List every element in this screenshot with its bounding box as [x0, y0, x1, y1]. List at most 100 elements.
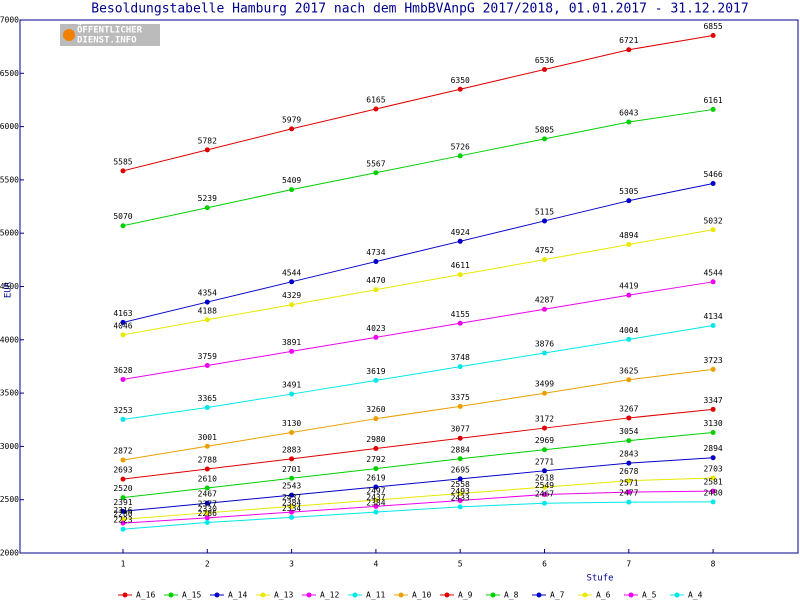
y-tick-label: 6000	[0, 122, 19, 131]
value-label: 2610	[198, 474, 217, 483]
point	[204, 485, 210, 491]
value-label: 2872	[113, 447, 132, 456]
value-label: 2437	[366, 493, 385, 502]
point	[542, 350, 547, 356]
x-tick-label: 5	[458, 560, 463, 569]
value-label: 2384	[366, 499, 385, 508]
value-label: 5239	[198, 194, 217, 203]
value-label: 2316	[113, 506, 132, 515]
plot-area	[19, 19, 799, 554]
value-label: 4329	[282, 291, 301, 300]
legend-label: A_7	[550, 591, 565, 600]
value-label: 6536	[535, 56, 554, 65]
point	[120, 168, 126, 174]
point	[626, 119, 632, 125]
x-tick-label: 2	[205, 560, 210, 569]
legend-marker	[306, 592, 312, 598]
point	[204, 520, 210, 526]
point	[120, 457, 126, 463]
point	[457, 497, 463, 503]
point	[289, 492, 295, 498]
logo-icon	[63, 29, 75, 41]
value-label: 4163	[113, 309, 132, 318]
value-label: 2771	[535, 457, 554, 466]
value-label: 2883	[282, 445, 301, 454]
point	[373, 287, 379, 293]
value-label: 3054	[619, 427, 638, 436]
point	[626, 198, 632, 204]
value-label: 5567	[366, 159, 385, 168]
point	[120, 526, 126, 532]
value-label: 5466	[703, 170, 722, 179]
value-label: 4023	[366, 324, 385, 333]
point	[373, 466, 379, 472]
point	[626, 478, 632, 484]
value-label: 6161	[703, 96, 722, 105]
y-tick-label: 6500	[0, 69, 19, 78]
point	[626, 489, 632, 495]
point	[204, 515, 210, 521]
point	[373, 446, 379, 452]
point	[457, 364, 463, 370]
value-label: 2788	[198, 455, 217, 464]
value-label: 2477	[619, 489, 638, 498]
value-label: 5585	[113, 157, 132, 166]
point	[204, 362, 210, 368]
point	[542, 468, 547, 474]
point	[457, 476, 463, 482]
value-label: 4924	[451, 228, 470, 237]
series-line	[122, 408, 714, 480]
point	[457, 153, 463, 159]
point	[710, 279, 716, 285]
series-line	[122, 281, 714, 380]
legend-marker	[260, 592, 266, 598]
value-label: 2549	[535, 481, 554, 490]
point	[710, 430, 716, 436]
point	[204, 205, 210, 211]
point	[457, 238, 463, 244]
point	[204, 510, 210, 516]
legend-marker	[674, 592, 680, 598]
point	[542, 491, 547, 497]
point	[626, 377, 632, 383]
point	[457, 86, 463, 92]
value-label: 2497	[366, 487, 385, 496]
point	[373, 334, 379, 340]
point	[289, 187, 295, 193]
point	[710, 499, 716, 505]
point	[120, 520, 126, 526]
legend-marker	[352, 592, 358, 598]
legend-label: A_13	[274, 591, 293, 600]
y-tick-label: 3000	[0, 442, 19, 451]
value-label: 3759	[198, 352, 217, 361]
legend-marker	[122, 592, 128, 598]
value-label: 5070	[113, 212, 132, 221]
value-label: 2884	[451, 445, 470, 454]
point	[710, 181, 716, 187]
legend-label: A_8	[504, 591, 519, 600]
value-label: 2558	[451, 480, 470, 489]
value-label: 3365	[198, 394, 217, 403]
value-label: 2437	[282, 493, 301, 502]
logo-box	[60, 24, 160, 46]
y-tick-label: 5500	[0, 175, 19, 184]
series-line	[122, 368, 714, 461]
point	[457, 504, 463, 510]
value-label: 2377	[198, 499, 217, 508]
series-line	[122, 229, 714, 336]
point	[204, 500, 210, 506]
value-label: 3077	[451, 425, 470, 434]
value-label: 2280	[113, 510, 132, 519]
y-axis-label: EUR	[4, 281, 14, 298]
point	[289, 509, 295, 515]
point	[542, 447, 547, 453]
value-label: 2843	[619, 450, 638, 459]
value-label: 6165	[366, 96, 385, 105]
series-line	[122, 108, 714, 227]
point	[120, 495, 126, 501]
point	[120, 416, 126, 422]
point	[289, 503, 295, 509]
point	[710, 475, 716, 481]
point	[710, 227, 716, 233]
point	[457, 403, 463, 409]
